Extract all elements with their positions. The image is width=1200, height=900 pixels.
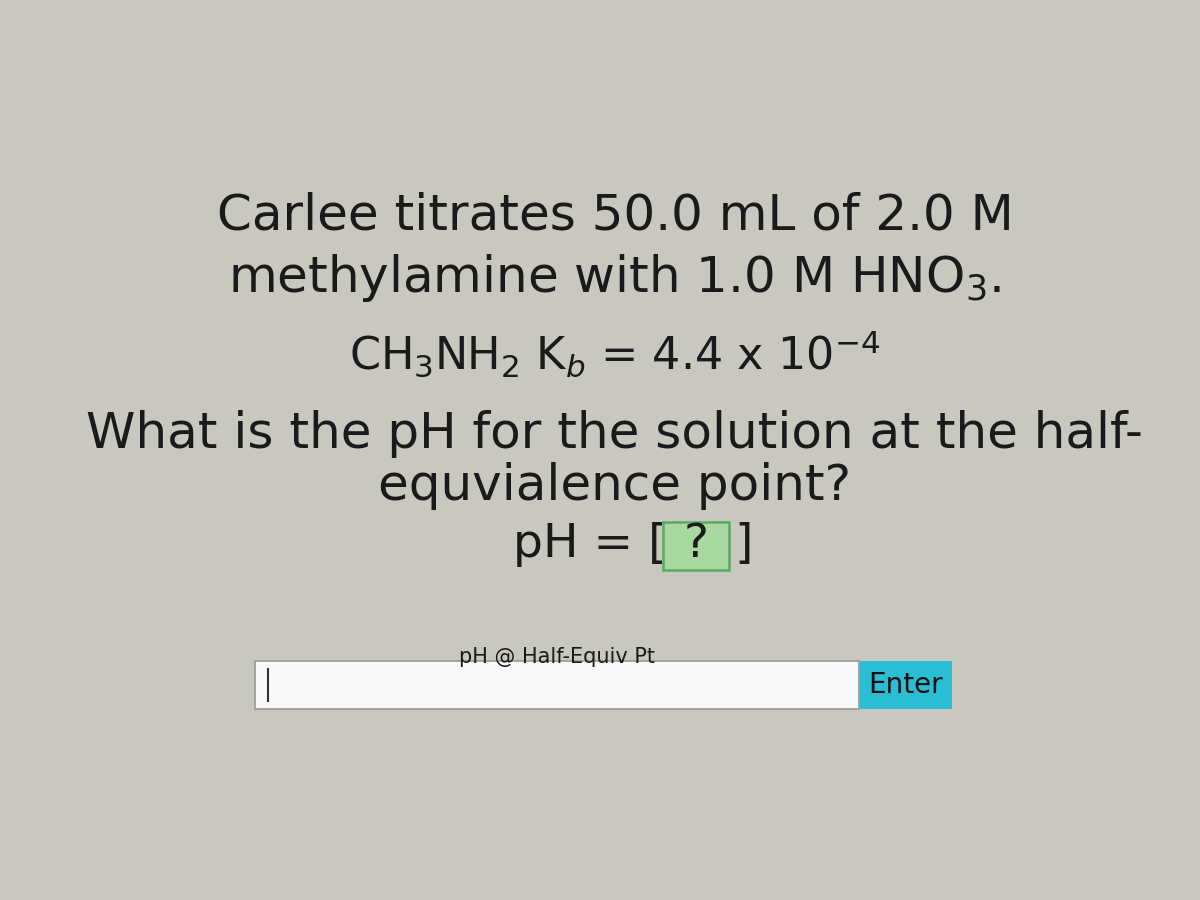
Text: Enter: Enter <box>869 670 943 699</box>
Text: What is the pH for the solution at the half-: What is the pH for the solution at the h… <box>86 410 1144 458</box>
Text: pH = [: pH = [ <box>512 522 666 567</box>
Text: ?: ? <box>684 522 709 567</box>
FancyBboxPatch shape <box>664 522 730 570</box>
Text: CH$_3$NH$_2$ K$_b$ = 4.4 x 10$^{-4}$: CH$_3$NH$_2$ K$_b$ = 4.4 x 10$^{-4}$ <box>349 328 881 379</box>
Text: ]: ] <box>734 522 752 567</box>
Text: methylamine with 1.0 M HNO$_3$.: methylamine with 1.0 M HNO$_3$. <box>228 252 1002 304</box>
FancyBboxPatch shape <box>256 661 859 709</box>
Text: pH @ Half-Equiv Pt: pH @ Half-Equiv Pt <box>458 647 655 667</box>
Text: equvialence point?: equvialence point? <box>378 462 852 509</box>
Text: Carlee titrates 50.0 mL of 2.0 M: Carlee titrates 50.0 mL of 2.0 M <box>217 192 1013 239</box>
FancyBboxPatch shape <box>859 661 952 709</box>
